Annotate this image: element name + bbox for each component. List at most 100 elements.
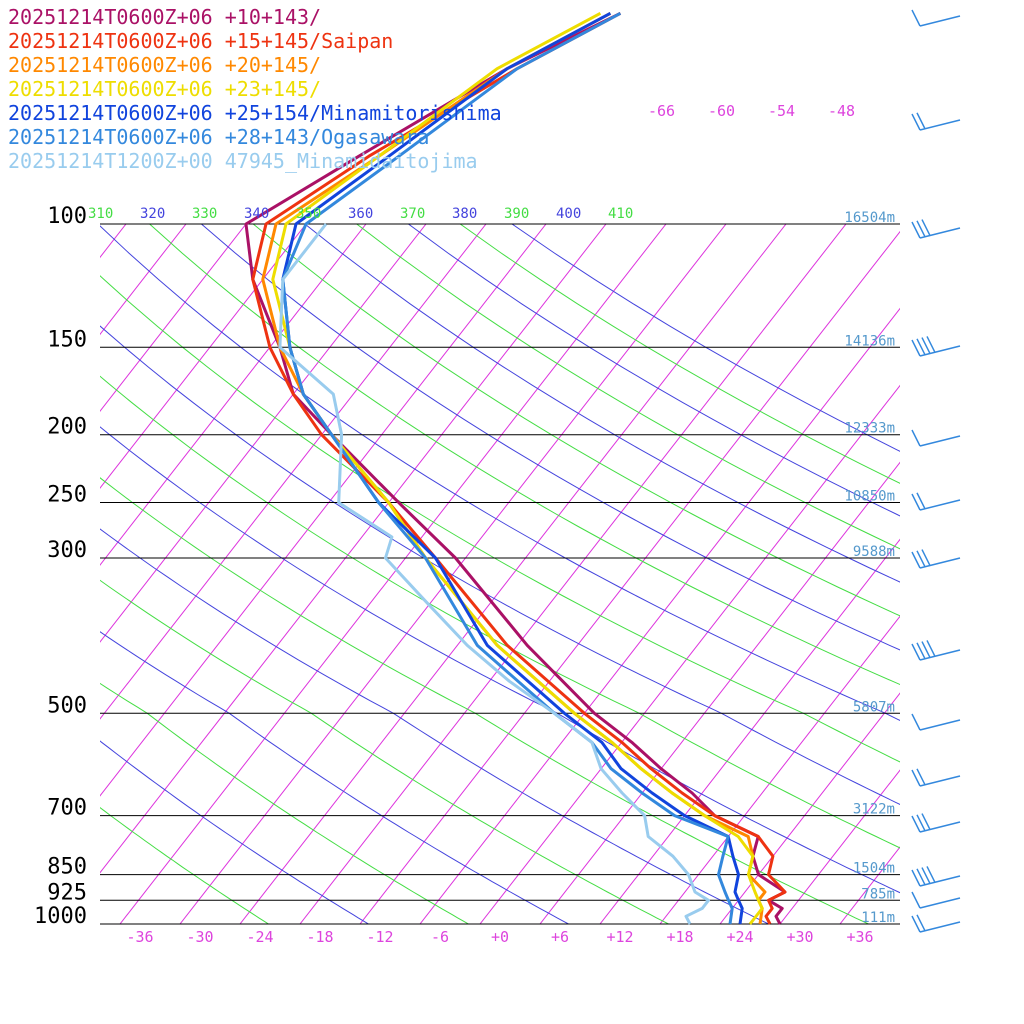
theta-e-label: 390 (504, 206, 529, 222)
legend-entry: 20251214T0600Z+06 +20+145/ (8, 53, 321, 77)
adiabat-curve (200, 224, 900, 651)
adiabat-curve (100, 682, 470, 924)
pressure-label: 850 (47, 855, 87, 880)
wind-barb-icon (911, 219, 961, 239)
temperature-label: -36 (126, 928, 153, 946)
temperature-label: -18 (306, 928, 333, 946)
pressure-label: 100 (47, 204, 87, 229)
series-line (271, 11, 764, 925)
height-label: 3122m (853, 802, 895, 818)
theta-e-label: 340 (244, 206, 269, 222)
pressure-label: 250 (47, 483, 87, 508)
isotherm-line (100, 224, 487, 720)
height-label: 10850m (844, 489, 895, 505)
isotherm-grid (0, 224, 900, 924)
isotherm-line (839, 846, 900, 924)
pressure-label: 500 (47, 693, 87, 718)
isotherm-line (0, 224, 6, 924)
temperature-label: +0 (491, 928, 509, 946)
series-line (281, 11, 744, 925)
temperature-label: -30 (186, 928, 213, 946)
temperature-label: +18 (666, 928, 693, 946)
isotherm-line (179, 224, 727, 924)
isotherm-line (779, 769, 900, 924)
height-label: 5807m (853, 699, 895, 715)
wind-barb-icon (911, 866, 961, 887)
wind-barb-icon (911, 768, 961, 787)
adiabat-curve (100, 375, 900, 849)
theta-e-label: 370 (400, 206, 425, 222)
legend-entry: 20251214T0600Z+06 +10+143/ (8, 5, 321, 29)
sounding-series (244, 11, 787, 925)
wind-barbs (911, 9, 961, 933)
wind-barb-icon (911, 492, 961, 511)
wind-barb-icon (911, 336, 961, 357)
isotherm-line (100, 224, 547, 797)
pressure-label: 150 (47, 327, 87, 352)
series-line (251, 11, 787, 925)
temperature-tick-labels: -36 -30 -24 -18 -12 -6 +0 +6 +12 +18 +24 +30 +36 (126, 928, 873, 946)
height-label: 12333m (844, 421, 895, 437)
pressure-label: 925 (47, 880, 87, 905)
temperature-label: +30 (786, 928, 813, 946)
height-label: 16504m (844, 210, 895, 226)
theta-e-label: 310 (88, 206, 113, 222)
wind-barb-icon (911, 112, 961, 131)
isotherm-line (100, 224, 187, 336)
temperature-label: -24 (246, 928, 273, 946)
legend-entry: 20251214T1200Z+00 47945_Minamidaitojima (8, 149, 478, 173)
temperature-label: -12 (366, 928, 393, 946)
theta-e-label: 330 (192, 206, 217, 222)
legend-entry: 20251214T0600Z+06 +28+143/Ogasawara (8, 125, 429, 149)
theta-e-label: 400 (556, 206, 581, 222)
wind-barb-icon (911, 549, 961, 569)
isotherm-top-label: -60 (708, 102, 735, 120)
temperature-label: +12 (606, 928, 633, 946)
height-label: 14136m (844, 333, 895, 349)
isotherm-line (719, 692, 900, 924)
legend-entry: 20251214T0600Z+06 +25+154/Minamitorishim… (8, 101, 502, 125)
adiabat-curve (100, 631, 570, 924)
adiabat-curve (100, 325, 900, 806)
isotherm-line (479, 384, 900, 924)
isotherm-line (119, 224, 667, 924)
pressure-label: 1000 (34, 904, 87, 929)
legend: 20251214T0600Z+06 +10+143/20251214T0600Z… (8, 5, 502, 173)
series-line (278, 223, 710, 925)
pressure-label: 300 (47, 538, 87, 563)
adiabat-curve (252, 224, 900, 617)
wind-barb-icon (911, 891, 961, 909)
wind-barb-icon (911, 9, 961, 27)
theta-e-label: 380 (452, 206, 477, 222)
isotherm-line (299, 224, 847, 924)
height-label: 785m (861, 886, 895, 902)
isotherm-line (659, 615, 900, 924)
wind-barb-icon (911, 429, 961, 447)
theta-e-labels: 310 320 330 340 350 360 370 380 390 400 410 (88, 206, 633, 222)
theta-e-label: 360 (348, 206, 373, 222)
isotherm-line (100, 224, 607, 874)
isotherm-top-labels: -66 -60 -54 -48 (648, 102, 855, 120)
theta-e-label: 350 (296, 206, 321, 222)
theta-e-label: 410 (608, 206, 633, 222)
height-label: 111m (861, 910, 895, 926)
isotherm-line (100, 224, 307, 489)
isotherm-line (419, 307, 900, 924)
adiabat-curve (100, 528, 770, 924)
pressure-label: 200 (47, 415, 87, 440)
isotherm-line (239, 224, 787, 924)
isobar-grid (100, 223, 900, 925)
wind-barb-icon (911, 813, 961, 833)
isotherm-line (539, 461, 900, 924)
temperature-label: +24 (726, 928, 753, 946)
height-label: 1504m (853, 861, 895, 877)
temperature-label: +6 (551, 928, 569, 946)
adiabat-curve (100, 806, 270, 924)
pressure-label: 700 (47, 796, 87, 821)
theta-e-label: 320 (140, 206, 165, 222)
isotherm-top-label: -48 (828, 102, 855, 120)
isotherm-line (100, 224, 367, 566)
adiabat-curve (148, 224, 900, 686)
